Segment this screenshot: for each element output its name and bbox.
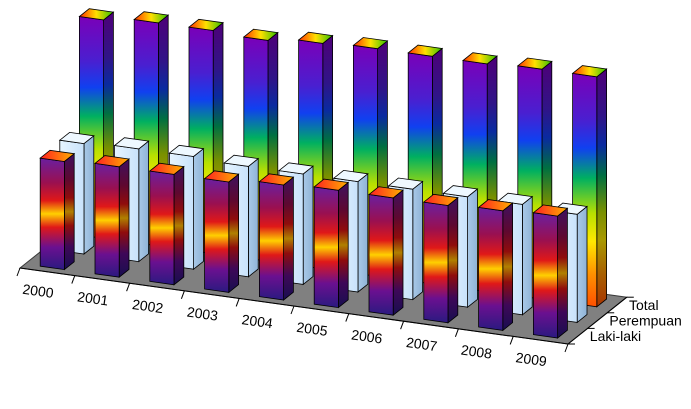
- chart-axes-layer: 2000 2001 2002 2003 2004 2005 2006 2007 2008 2009…: [16, 267, 682, 369]
- category-tick-label: 2004: [241, 311, 274, 331]
- bar-top-face: [258, 173, 295, 186]
- category-tick-label: 2009: [515, 349, 548, 369]
- bar-top-face: [297, 31, 334, 44]
- series-axis-line: [567, 296, 628, 345]
- bar-side-face: [173, 165, 185, 286]
- category-tick-label: 2006: [350, 326, 383, 346]
- category-tick: [400, 321, 405, 330]
- bar-laki-laki-2008: [477, 199, 514, 332]
- bar-top-face: [113, 137, 150, 150]
- bar-top-face: [278, 162, 314, 175]
- bar-top-face: [133, 11, 170, 24]
- bar-side-face: [283, 176, 294, 301]
- category-tick: [509, 336, 514, 345]
- bar-front-face: [533, 212, 558, 339]
- bar-front-face: [258, 181, 285, 301]
- bar-side-face: [64, 152, 75, 271]
- category-tick: [180, 290, 185, 299]
- bar-side-face: [502, 202, 513, 332]
- bar-top-face: [188, 18, 224, 31]
- bar-top-face: [58, 131, 95, 145]
- bar-front-face: [149, 170, 175, 286]
- bar-top-face: [39, 149, 76, 162]
- bar-front-face: [423, 201, 449, 324]
- bar-top-face: [352, 37, 389, 50]
- bar-side-face: [576, 205, 588, 324]
- bar-side-face: [596, 68, 607, 308]
- bar-side-face: [412, 180, 424, 301]
- bar-laki-laki-2004: [258, 173, 295, 301]
- bar-side-face: [557, 207, 568, 339]
- bar-laki-laki-2006: [368, 186, 404, 317]
- bar-side-face: [522, 195, 533, 316]
- bar-front-face: [204, 178, 230, 293]
- bar-top-face: [168, 144, 205, 157]
- bar-top-face: [407, 44, 444, 57]
- bar-side-face: [247, 157, 259, 278]
- bar-top-face: [497, 192, 534, 205]
- category-tick: [345, 313, 350, 322]
- category-tick: [235, 298, 240, 307]
- bar-laki-laki-2001: [94, 155, 130, 279]
- category-tick-label: 2008: [460, 342, 493, 362]
- category-tick: [290, 305, 295, 315]
- bar-top-face: [94, 155, 130, 168]
- bar-top-face: [148, 162, 185, 175]
- bar-top-face: [532, 204, 569, 217]
- bar-top-face: [78, 8, 115, 21]
- category-tick: [71, 275, 76, 284]
- bar-top-face: [477, 199, 514, 212]
- category-tick: [126, 283, 131, 292]
- bar-top-face: [242, 28, 279, 41]
- bar-laki-laki-2007: [422, 193, 459, 324]
- bar-top-face: [203, 170, 240, 183]
- bar-side-face: [337, 181, 349, 309]
- bar-side-face: [228, 173, 240, 294]
- bar-top-face: [223, 154, 260, 167]
- bar-side-face: [193, 147, 204, 271]
- bar-laki-laki-2005: [313, 178, 350, 309]
- bar-top-face: [516, 57, 553, 70]
- chart-bars-layer: [39, 8, 608, 339]
- bar-front-face: [478, 206, 504, 331]
- category-tick-label: 2002: [131, 296, 164, 316]
- bar-side-face: [118, 158, 130, 279]
- bar-top-face: [422, 193, 459, 206]
- bar-side-face: [467, 188, 478, 309]
- bar-front-face: [39, 157, 65, 271]
- bar-side-face: [83, 134, 95, 255]
- bar-top-face: [462, 52, 498, 65]
- bar-top-face: [313, 178, 350, 191]
- bar-side-face: [302, 165, 314, 286]
- bar-front-face: [313, 186, 339, 309]
- bar-side-face: [392, 189, 404, 317]
- bar-laki-laki-2000: [39, 149, 76, 271]
- bar-laki-laki-2009: [532, 204, 569, 339]
- series-axis-label: Perempuan: [609, 313, 681, 329]
- category-tick-label: 2001: [76, 288, 109, 308]
- category-tick-label: 2007: [405, 334, 438, 354]
- bar-top-face: [442, 185, 479, 198]
- bar-side-face: [357, 172, 369, 293]
- bar-side-face: [138, 140, 150, 263]
- bar-laki-laki-2003: [203, 170, 240, 294]
- bar-top-face: [368, 186, 404, 199]
- bar-top-face: [571, 65, 608, 78]
- category-tick-label: 2005: [296, 319, 329, 339]
- series-axis-label: Laki-laki: [590, 328, 641, 344]
- series-axis-label: Total: [629, 297, 659, 313]
- bar-top-face: [387, 177, 424, 190]
- bar-top-face: [332, 169, 369, 183]
- category-tick: [564, 343, 569, 353]
- bar-laki-laki-2002: [148, 162, 185, 286]
- bar-front-face: [94, 162, 120, 278]
- category-tick: [454, 328, 459, 337]
- category-tick: [16, 267, 21, 277]
- category-tick-label: 2000: [22, 281, 55, 301]
- category-tick-label: 2003: [186, 304, 219, 324]
- bar-front-face: [368, 194, 394, 316]
- bar-side-face: [447, 196, 459, 324]
